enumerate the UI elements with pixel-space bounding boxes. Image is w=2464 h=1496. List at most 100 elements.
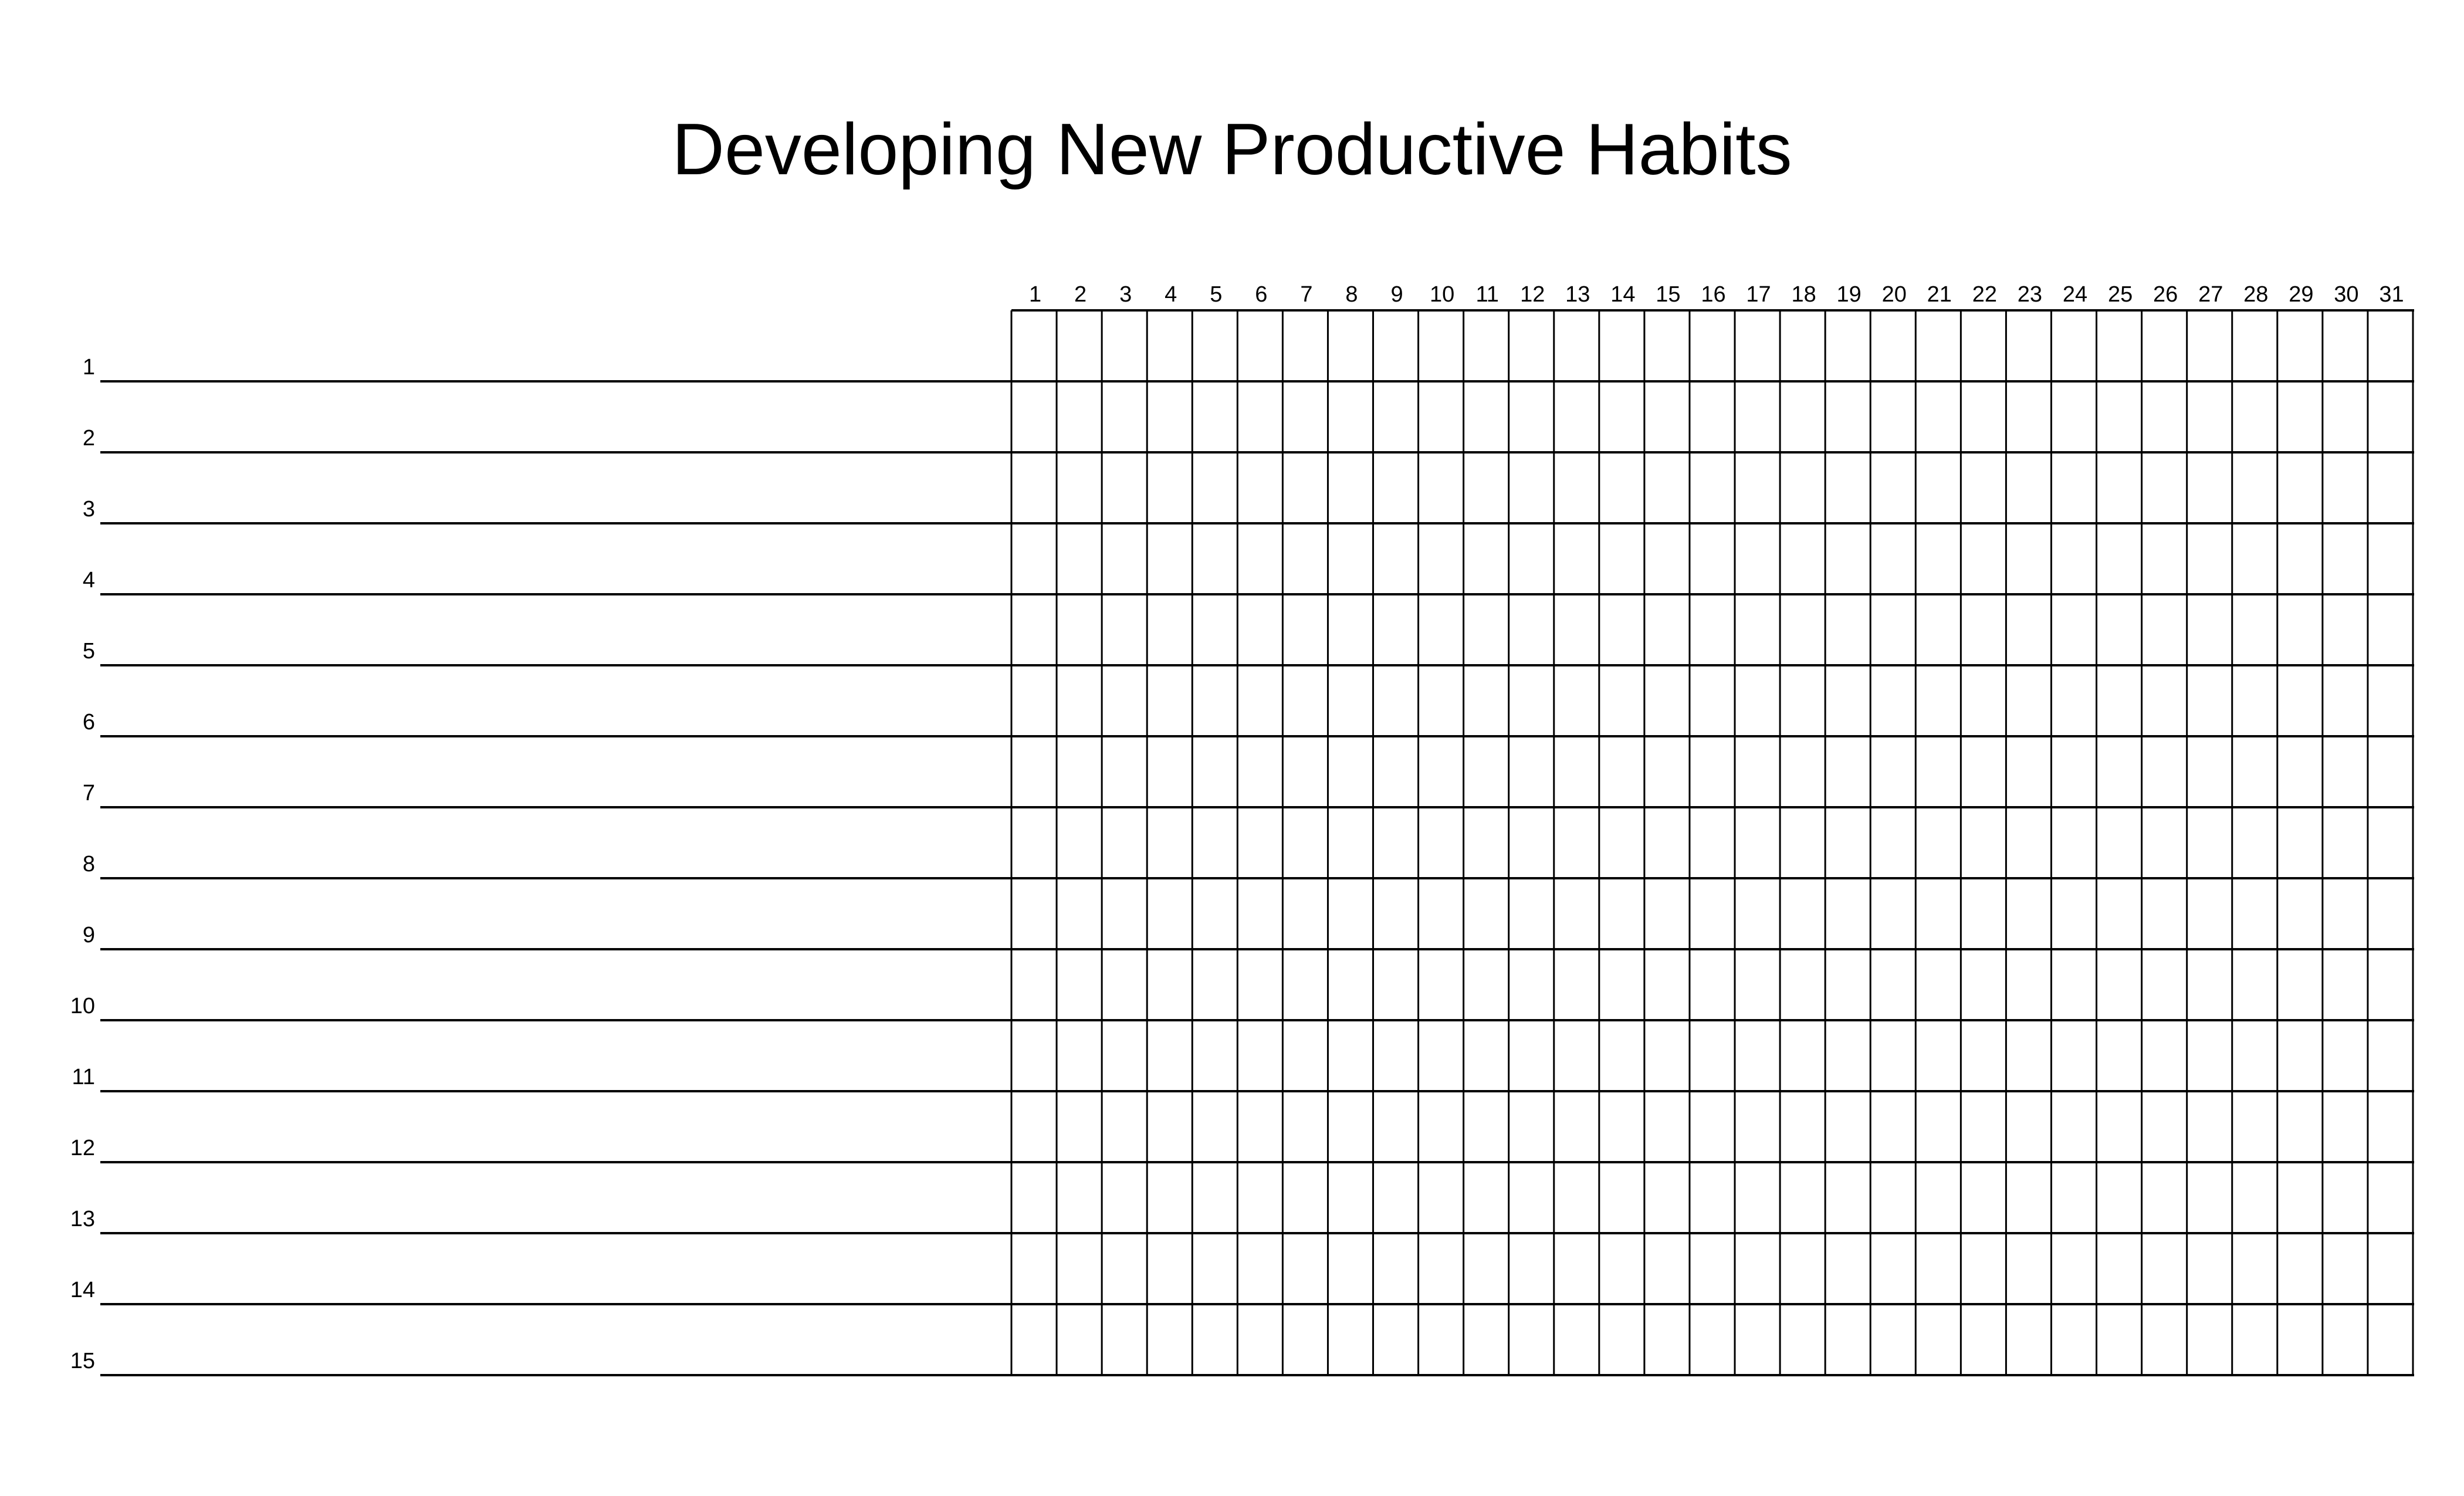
habit-day-cell[interactable] — [2052, 808, 2095, 877]
habit-day-cell[interactable] — [2324, 383, 2367, 451]
habit-day-cell[interactable] — [1510, 1163, 1553, 1232]
habit-day-cell[interactable] — [1238, 1163, 1281, 1232]
habit-day-cell[interactable] — [1375, 1163, 1417, 1232]
habit-day-cell[interactable] — [1600, 453, 1643, 522]
habit-day-cell[interactable] — [1600, 1234, 1643, 1303]
habit-day-cell[interactable] — [1238, 1234, 1281, 1303]
habit-day-cell[interactable] — [1600, 737, 1643, 806]
habit-day-cell[interactable] — [1736, 1021, 1779, 1090]
habit-day-cell[interactable] — [1691, 383, 1734, 451]
habit-day-cell[interactable] — [1193, 808, 1236, 877]
habit-day-cell[interactable] — [2052, 1092, 2095, 1161]
habit-day-cell[interactable] — [2188, 1163, 2231, 1232]
habit-day-cell[interactable] — [1058, 950, 1101, 1019]
habit-day-cell[interactable] — [1962, 808, 2005, 877]
habit-day-cell[interactable] — [2052, 453, 2095, 522]
habit-day-cell[interactable] — [1013, 312, 1055, 380]
habit-day-cell[interactable] — [1238, 737, 1281, 806]
habit-day-cell[interactable] — [1238, 453, 1281, 522]
habit-day-cell[interactable] — [2052, 595, 2095, 664]
habit-day-cell[interactable] — [2324, 1305, 2367, 1374]
habit-day-cell[interactable] — [2007, 312, 2050, 380]
habit-day-cell[interactable] — [1781, 1021, 1824, 1090]
habit-day-cell[interactable] — [1917, 1305, 1959, 1374]
habit-day-cell[interactable] — [2143, 879, 2186, 948]
habit-day-cell[interactable] — [1826, 879, 1869, 948]
habit-day-cell[interactable] — [1375, 666, 1417, 735]
habit-day-cell[interactable] — [1193, 312, 1236, 380]
habit-day-cell[interactable] — [1013, 524, 1055, 593]
habit-day-cell[interactable] — [1781, 808, 1824, 877]
habit-day-cell[interactable] — [1917, 524, 1959, 593]
habit-day-cell[interactable] — [2052, 1021, 2095, 1090]
habit-day-cell[interactable] — [2369, 312, 2412, 380]
habit-day-cell[interactable] — [1420, 808, 1463, 877]
habit-day-cell[interactable] — [1871, 524, 1914, 593]
habit-day-cell[interactable] — [1736, 312, 1779, 380]
habit-day-cell[interactable] — [1238, 666, 1281, 735]
habit-day-cell[interactable] — [2098, 808, 2141, 877]
habit-day-cell[interactable] — [1646, 1092, 1688, 1161]
habit-day-cell[interactable] — [1555, 1305, 1598, 1374]
habit-day-cell[interactable] — [1058, 879, 1101, 948]
habit-day-cell[interactable] — [1013, 1092, 1055, 1161]
habit-day-cell[interactable] — [1284, 524, 1326, 593]
habit-day-cell[interactable] — [1917, 312, 1959, 380]
habit-day-cell[interactable] — [1826, 808, 1869, 877]
habit-day-cell[interactable] — [1691, 1021, 1734, 1090]
habit-day-cell[interactable] — [1148, 595, 1191, 664]
habit-day-cell[interactable] — [1600, 595, 1643, 664]
habit-day-cell[interactable] — [1103, 312, 1146, 380]
habit-day-cell[interactable] — [1736, 666, 1779, 735]
habit-day-cell[interactable] — [1058, 1305, 1101, 1374]
habit-day-cell[interactable] — [2052, 666, 2095, 735]
habit-day-cell[interactable] — [2369, 595, 2412, 664]
habit-day-cell[interactable] — [1013, 1163, 1055, 1232]
habit-day-cell[interactable] — [2007, 1021, 2050, 1090]
habit-day-cell[interactable] — [2324, 879, 2367, 948]
habit-day-cell[interactable] — [1284, 666, 1326, 735]
habit-day-cell[interactable] — [1600, 524, 1643, 593]
habit-day-cell[interactable] — [1103, 595, 1146, 664]
habit-day-cell[interactable] — [1375, 1021, 1417, 1090]
habit-day-cell[interactable] — [1465, 524, 1508, 593]
habit-day-cell[interactable] — [1781, 524, 1824, 593]
habit-day-cell[interactable] — [1510, 950, 1553, 1019]
habit-day-cell[interactable] — [1375, 595, 1417, 664]
habit-day-cell[interactable] — [2233, 737, 2276, 806]
habit-day-cell[interactable] — [1826, 1092, 1869, 1161]
habit-day-cell[interactable] — [2143, 1021, 2186, 1090]
habit-day-cell[interactable] — [1555, 1092, 1598, 1161]
habit-day-cell[interactable] — [2007, 1305, 2050, 1374]
habit-day-cell[interactable] — [2279, 524, 2321, 593]
habit-day-cell[interactable] — [2324, 524, 2367, 593]
habit-day-cell[interactable] — [2098, 524, 2141, 593]
habit-day-cell[interactable] — [1871, 1305, 1914, 1374]
habit-day-cell[interactable] — [1917, 1021, 1959, 1090]
habit-day-cell[interactable] — [2279, 1163, 2321, 1232]
habit-day-cell[interactable] — [1284, 595, 1326, 664]
habit-day-cell[interactable] — [1329, 595, 1372, 664]
habit-day-cell[interactable] — [1238, 950, 1281, 1019]
habit-day-cell[interactable] — [2188, 879, 2231, 948]
habit-day-cell[interactable] — [1329, 312, 1372, 380]
habit-day-cell[interactable] — [1329, 879, 1372, 948]
habit-day-cell[interactable] — [1193, 737, 1236, 806]
habit-day-cell[interactable] — [1420, 1092, 1463, 1161]
habit-day-cell[interactable] — [1781, 1234, 1824, 1303]
habit-day-cell[interactable] — [1555, 524, 1598, 593]
habit-day-cell[interactable] — [1193, 524, 1236, 593]
habit-day-cell[interactable] — [1284, 808, 1326, 877]
habit-day-cell[interactable] — [1058, 737, 1101, 806]
habit-day-cell[interactable] — [1871, 383, 1914, 451]
habit-day-cell[interactable] — [2233, 595, 2276, 664]
habit-day-cell[interactable] — [1193, 1163, 1236, 1232]
habit-day-cell[interactable] — [1284, 312, 1326, 380]
habit-day-cell[interactable] — [2279, 879, 2321, 948]
habit-day-cell[interactable] — [1646, 1305, 1688, 1374]
habit-day-cell[interactable] — [1329, 1305, 1372, 1374]
habit-day-cell[interactable] — [2188, 383, 2231, 451]
habit-day-cell[interactable] — [1284, 1092, 1326, 1161]
habit-day-cell[interactable] — [2369, 666, 2412, 735]
habit-day-cell[interactable] — [2324, 737, 2367, 806]
